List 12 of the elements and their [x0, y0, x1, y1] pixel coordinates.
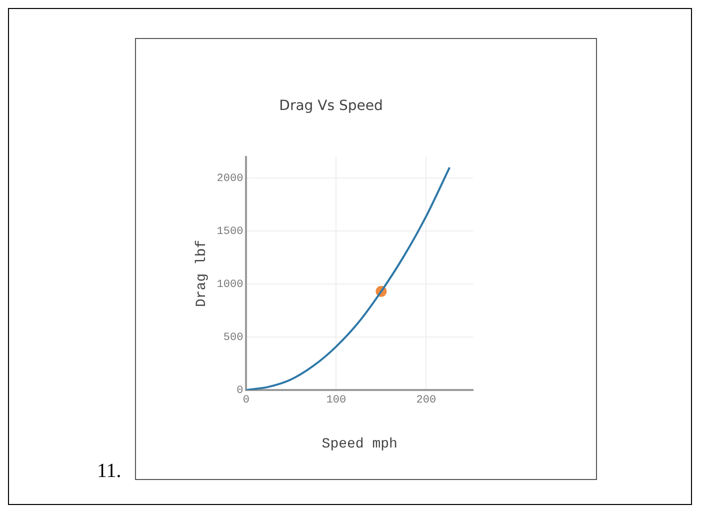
text: 11.	[97, 460, 122, 483]
line-series	[246, 166, 451, 390]
y-tick-label: 500	[223, 332, 244, 344]
y-tick-label: 2000	[216, 172, 244, 185]
y-axis-title: Drag lbf	[194, 240, 210, 308]
chart-title: Drag Vs Speed	[279, 98, 383, 114]
x-axis-title: Speed mph	[322, 436, 398, 452]
x-tick-label: 200	[416, 394, 436, 407]
y-tick-label: 1000	[216, 278, 244, 291]
y-tick-label: 1500	[216, 226, 244, 238]
x-tick-label: 100	[326, 394, 346, 407]
y-tick-label: 0	[236, 384, 244, 397]
